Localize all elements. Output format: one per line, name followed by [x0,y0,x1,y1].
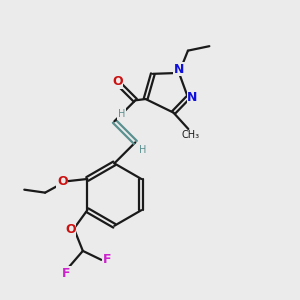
Text: N: N [187,91,198,104]
Text: F: F [62,267,71,280]
Text: H: H [139,145,146,155]
Text: F: F [102,253,111,266]
Text: H: H [118,109,125,119]
Text: N: N [174,63,184,76]
Text: O: O [112,75,122,88]
Text: O: O [65,223,76,236]
Text: O: O [57,175,68,188]
Text: CH₃: CH₃ [181,130,199,140]
